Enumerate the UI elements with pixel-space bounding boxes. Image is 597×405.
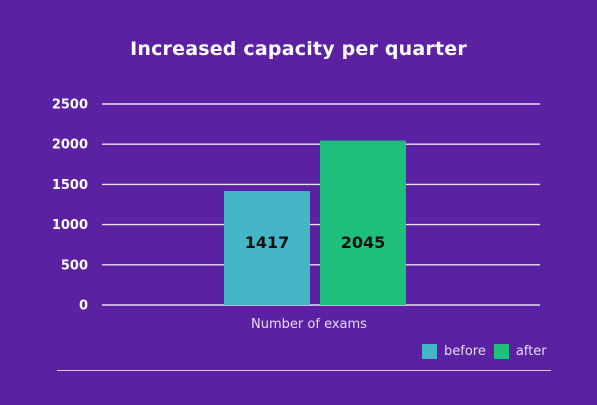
legend-swatch-before xyxy=(422,344,437,359)
x-axis-label: Number of exams xyxy=(251,317,367,332)
data-label-before: 1417 xyxy=(245,233,290,252)
y-tick-label: 1500 xyxy=(52,178,88,193)
y-tick-label: 0 xyxy=(79,299,88,314)
chart-title: Increased capacity per quarter xyxy=(130,38,467,60)
bar-before xyxy=(224,191,310,305)
legend-label-after: after xyxy=(515,344,547,359)
data-label-after: 2045 xyxy=(341,233,386,252)
legend-label-before: before xyxy=(444,344,486,359)
legend-item-after: after xyxy=(493,344,547,359)
legend-item-before: before xyxy=(422,344,486,359)
y-tick-label: 2000 xyxy=(52,138,88,153)
legend-swatch-after xyxy=(493,344,509,359)
y-tick-label: 1000 xyxy=(52,218,88,233)
y-tick-label: 2500 xyxy=(52,98,88,113)
bar-after xyxy=(320,140,406,305)
footer-divider xyxy=(57,370,551,371)
legend: before after xyxy=(422,344,547,359)
y-tick-label: 500 xyxy=(61,258,88,273)
